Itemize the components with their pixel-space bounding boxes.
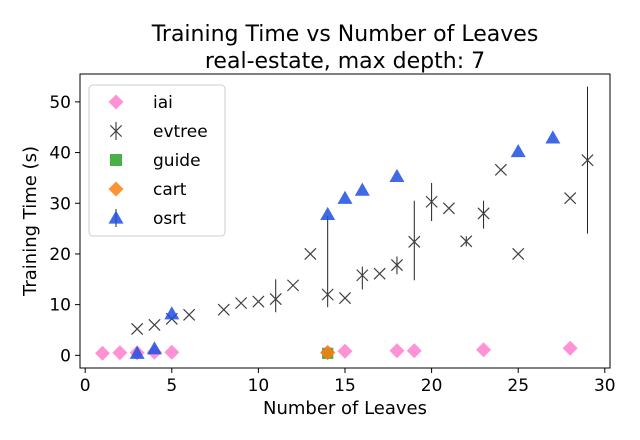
osrt-point-5 [354, 182, 370, 196]
legend-label-guide: guide [153, 151, 201, 171]
osrt-point-7 [510, 144, 526, 158]
evtree-point-8 [286, 279, 300, 292]
series-osrt [129, 130, 561, 359]
legend-marker-guide [110, 154, 122, 166]
osrt-point-4 [337, 190, 353, 204]
iai-point-9 [476, 342, 492, 358]
y-tick-label-50: 50 [49, 93, 71, 113]
evtree-point-13 [373, 267, 386, 280]
x-tick-label-0: 0 [80, 376, 91, 396]
osrt-point-1 [146, 341, 162, 355]
x-axis-label: Number of Leaves [263, 398, 427, 419]
legend-item-cart: cart [108, 180, 187, 200]
y-tick-label-10: 10 [49, 296, 71, 316]
evtree-point-12 [356, 269, 369, 282]
x-tick-label-25: 25 [507, 376, 529, 396]
osrt-point-6 [389, 168, 405, 183]
x-tick-label-5: 5 [166, 376, 177, 396]
legend-label-evtree: evtree [153, 122, 208, 142]
cart-point-0 [320, 345, 336, 361]
evtree-point-6 [252, 295, 265, 308]
plot-marks [95, 86, 594, 361]
y-tick-label-20: 20 [49, 245, 71, 265]
chart-title: Training Time vs Number of Leaves [151, 22, 539, 47]
evtree-point-9 [304, 247, 317, 260]
evtree-point-1 [148, 318, 161, 331]
osrt-point-0 [129, 345, 145, 359]
legend-marker-iai [108, 94, 124, 110]
x-axis-ticks: 0 5 10 15 20 25 30 [80, 368, 616, 396]
osrt-point-8 [545, 130, 561, 144]
evtree-point-3 [183, 308, 196, 321]
evtree-point-14 [390, 259, 404, 272]
legend-marker-cart [108, 181, 124, 197]
legend-item-guide: guide [110, 151, 201, 171]
evtree-point-16 [425, 195, 438, 208]
evtree-point-0 [131, 322, 144, 336]
evtree-point-19 [477, 207, 490, 220]
iai-point-7 [389, 343, 405, 359]
iai-point-4 [164, 344, 180, 360]
legend-label-iai: iai [153, 93, 173, 113]
series-cart [320, 345, 336, 361]
evtree-point-17 [442, 202, 455, 215]
y-tick-label-0: 0 [60, 346, 71, 366]
evtree-point-11 [338, 291, 352, 305]
series-evtree [131, 86, 594, 336]
legend-frame [88, 84, 226, 237]
legend-marker-osrt [108, 210, 124, 224]
legend: iai evtree guide cart osrt [88, 84, 226, 237]
y-axis-label: Training Time (s) [20, 146, 41, 297]
evtree-point-22 [564, 192, 577, 205]
evtree-point-10 [321, 288, 334, 301]
series-iai [95, 340, 578, 361]
evtree-point-4 [217, 303, 230, 316]
x-tick-label-20: 20 [421, 376, 443, 396]
evtree-point-5 [235, 297, 248, 310]
legend-marker-evtree [109, 124, 123, 138]
evtree-point-18 [460, 235, 473, 248]
y-axis-ticks: 0 10 20 30 40 50 [49, 93, 80, 366]
evtree-point-20 [494, 163, 507, 176]
x-tick-label-15: 15 [334, 376, 356, 396]
y-tick-label-40: 40 [49, 144, 71, 164]
osrt-point-2 [164, 306, 180, 320]
iai-point-0 [95, 345, 111, 361]
iai-point-1 [112, 345, 128, 361]
iai-point-6 [337, 343, 353, 359]
x-tick-label-30: 30 [594, 376, 616, 396]
legend-label-cart: cart [153, 180, 187, 200]
legend-label-osrt: osrt [153, 209, 186, 229]
evtree-point-7 [269, 293, 282, 306]
chart-subtitle: real-estate, max depth: 7 [205, 49, 485, 74]
x-tick-label-10: 10 [248, 376, 270, 396]
iai-point-10 [562, 340, 578, 356]
y-tick-label-30: 30 [49, 194, 71, 214]
evtree-point-23 [581, 154, 594, 167]
iai-point-8 [406, 343, 422, 359]
legend-item-osrt: osrt [108, 209, 186, 229]
legend-item-iai: iai [108, 93, 173, 113]
evtree-point-21 [512, 247, 525, 260]
evtree-point-15 [408, 235, 421, 248]
legend-item-evtree: evtree [109, 122, 208, 142]
osrt-point-3 [320, 206, 336, 221]
